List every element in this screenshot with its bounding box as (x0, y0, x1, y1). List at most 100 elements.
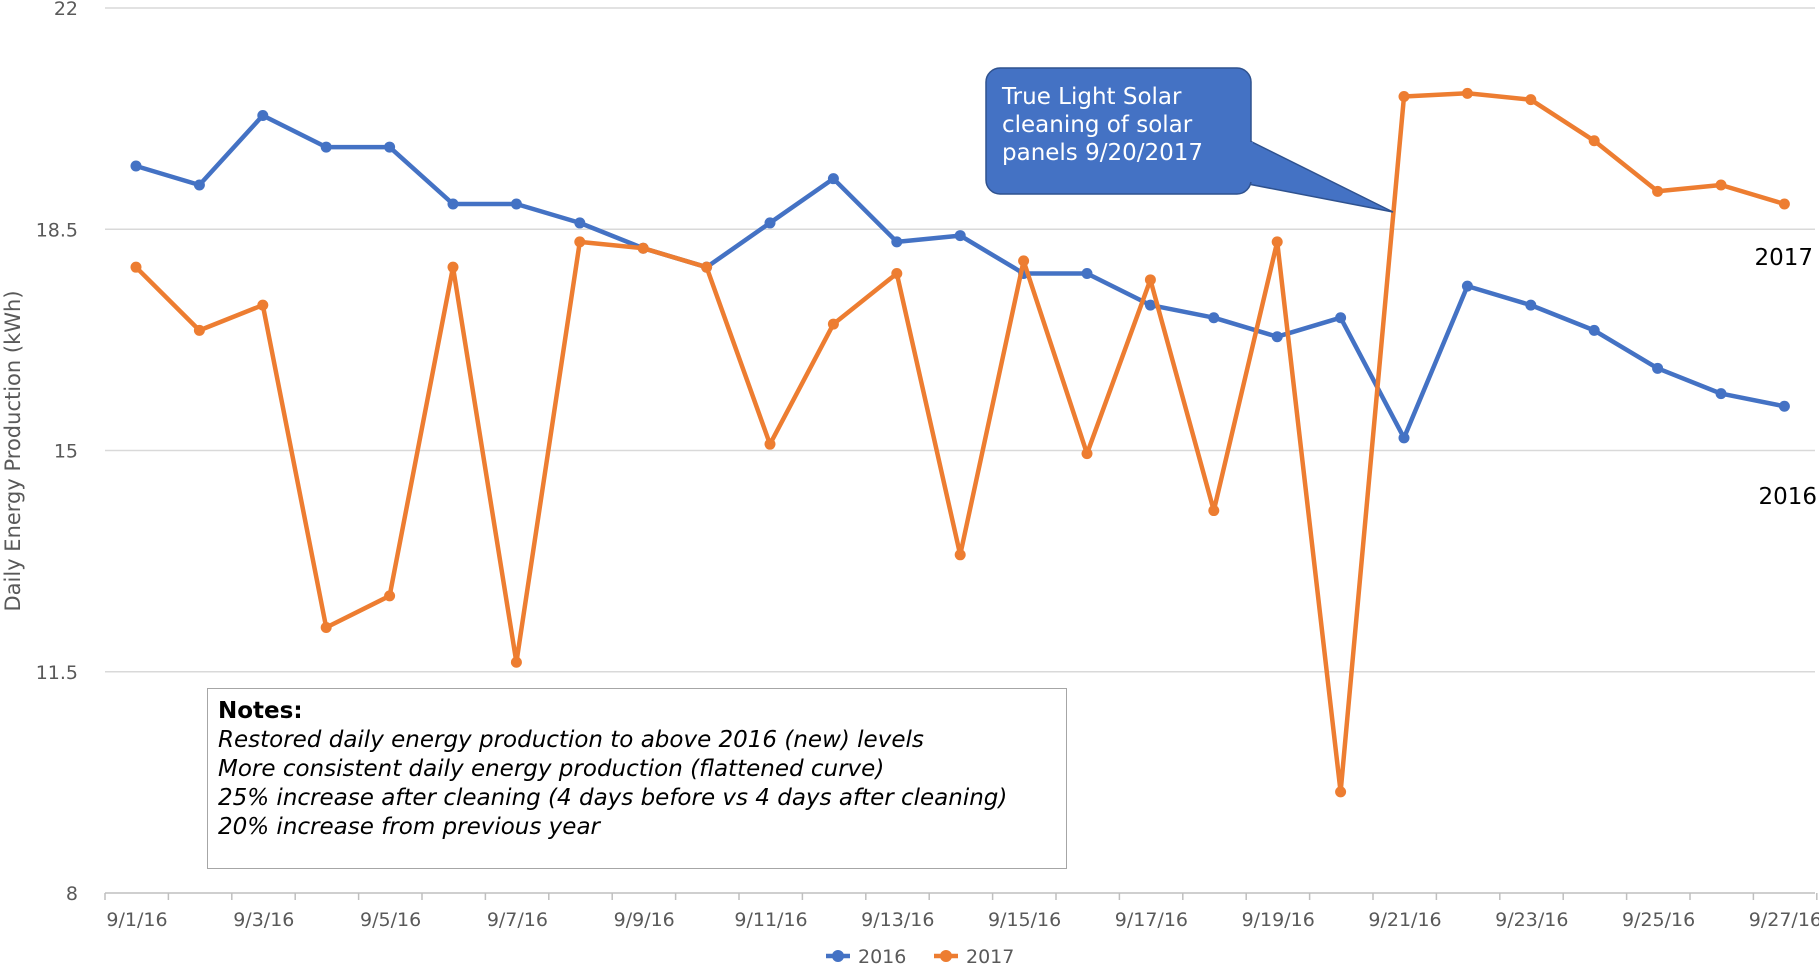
series-2017 (130, 87, 1790, 798)
callout-text-line: cleaning of solar (1002, 112, 1193, 138)
y-axis-title: Daily Energy Production (kWh) (1, 290, 25, 611)
data-point-2017 (1461, 87, 1473, 99)
series-line-2016 (135, 113, 1785, 441)
data-point-2017 (574, 236, 586, 248)
data-point-2017 (764, 438, 776, 450)
data-point-2016 (1271, 331, 1283, 343)
data-point-2016 (1652, 362, 1664, 374)
y-axis-ticks: 8 11.5 15 18.5 22 (36, 0, 78, 905)
x-tick-label: 9/27/16 (1749, 909, 1819, 931)
data-point-2017 (320, 622, 332, 633)
legend-item-2016: 2016 (826, 946, 906, 968)
data-point-2017 (1525, 94, 1537, 106)
callout-box (985, 67, 1252, 195)
data-point-2016 (1335, 312, 1347, 324)
data-point-2016 (447, 198, 459, 210)
data-point-2017 (1588, 135, 1600, 147)
x-tick-label: 9/7/16 (487, 909, 548, 931)
x-tick-label: 9/1/16 (106, 909, 167, 931)
y-tick-label: 11.5 (36, 662, 78, 684)
y-tick-label: 15 (54, 441, 78, 463)
notes-title: Notes: (218, 698, 303, 724)
x-tick-label: 9/15/16 (988, 909, 1061, 931)
series-2016 (130, 109, 1790, 444)
data-point-2016 (764, 217, 776, 229)
data-point-2016 (574, 217, 586, 229)
data-point-2017 (257, 299, 269, 311)
data-point-2016 (193, 179, 205, 191)
series-end-label-2016: 2016 (1758, 484, 1817, 510)
x-tick-label: 9/9/16 (614, 909, 675, 931)
notes-line: More consistent daily energy production … (218, 756, 885, 782)
data-point-2017 (1271, 236, 1283, 248)
data-point-2016 (1398, 432, 1410, 444)
data-point-2017 (447, 261, 459, 273)
data-point-2016 (1525, 299, 1537, 311)
data-point-2016 (384, 141, 396, 153)
x-tick-label: 9/11/16 (734, 909, 807, 931)
data-point-2017 (637, 242, 649, 254)
data-point-2016 (1144, 299, 1156, 311)
data-point-2017 (1018, 255, 1030, 267)
data-point-2017 (954, 549, 966, 561)
data-point-2017 (1144, 274, 1156, 286)
data-point-2016 (257, 109, 269, 121)
data-point-2016 (827, 173, 839, 185)
x-tick-label: 9/25/16 (1622, 909, 1695, 931)
data-point-2016 (891, 236, 903, 248)
data-point-2017 (1081, 448, 1093, 460)
y-tick-label: 22 (54, 0, 78, 20)
x-tick-label: 9/3/16 (233, 909, 294, 931)
notes-line: Restored daily energy production to abov… (218, 727, 924, 753)
callout-text-line: True Light Solar (1001, 84, 1182, 110)
notes-box: Notes: Restored daily energy production … (207, 688, 1067, 869)
x-tick-label: 9/23/16 (1495, 909, 1568, 931)
x-axis: 9/1/16 9/3/16 9/5/16 9/7/16 9/9/16 9/11/16 9/1… (104, 892, 1819, 931)
data-point-2016 (1081, 268, 1093, 279)
data-point-2017 (384, 590, 396, 602)
notes-line: 25% increase after cleaning (4 days befo… (218, 785, 1008, 811)
data-point-2017 (1778, 198, 1790, 210)
data-point-2016 (1208, 312, 1220, 324)
y-tick-label: 8 (66, 883, 78, 905)
data-point-2017 (1398, 91, 1410, 102)
data-point-2017 (1208, 505, 1220, 517)
x-tick-label: 9/19/16 (1242, 909, 1315, 931)
data-point-2016 (1778, 400, 1790, 412)
data-point-2017 (1652, 185, 1664, 197)
data-point-2016 (1715, 388, 1727, 400)
notes-line: 20% increase from previous year (218, 814, 600, 840)
x-tick-label: 9/13/16 (861, 909, 934, 931)
series-layer (130, 87, 1790, 798)
series-end-label-2017: 2017 (1754, 245, 1813, 271)
data-point-2017 (510, 656, 522, 668)
legend-item-2017: 2017 (934, 946, 1014, 968)
data-point-2017 (827, 318, 839, 330)
data-point-2016 (130, 160, 142, 172)
data-point-2017 (1335, 786, 1347, 798)
data-point-2016 (954, 230, 966, 242)
legend-label: 2016 (858, 946, 906, 968)
data-point-2017 (130, 261, 142, 273)
legend-label: 2017 (966, 946, 1014, 968)
y-tick-label: 18.5 (36, 219, 78, 241)
callout-text-line: panels 9/20/2017 (1002, 140, 1203, 166)
callout-join (1245, 142, 1253, 182)
data-point-2016 (510, 198, 522, 210)
x-tick-label: 9/17/16 (1115, 909, 1188, 931)
gridlines (105, 7, 1815, 673)
legend: 2016 2017 (826, 946, 1014, 968)
x-tick-label: 9/5/16 (360, 909, 421, 931)
x-tick-label: 9/21/16 (1368, 909, 1441, 931)
data-point-2017 (701, 261, 713, 273)
data-point-2017 (1715, 179, 1727, 191)
data-point-2017 (891, 268, 903, 279)
legend-marker (832, 950, 844, 962)
data-point-2017 (193, 324, 205, 336)
data-point-2016 (1588, 324, 1600, 336)
data-point-2016 (1461, 280, 1473, 292)
data-point-2016 (320, 141, 332, 153)
legend-marker (940, 950, 952, 962)
